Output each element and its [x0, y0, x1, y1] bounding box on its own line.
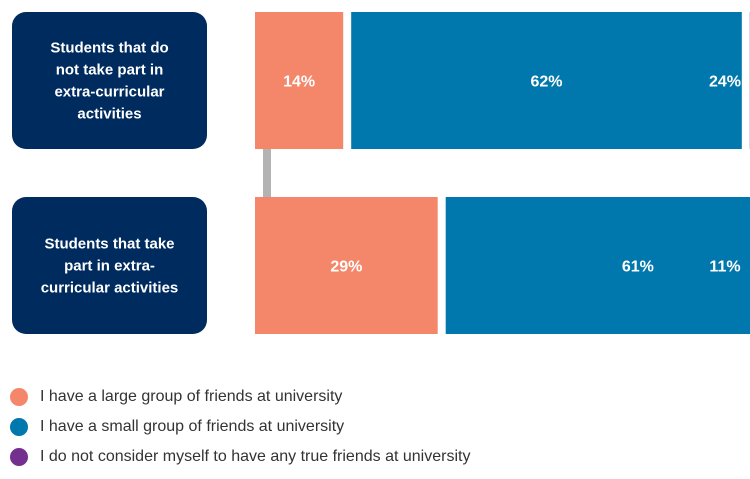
legend-label-small-group: I have a small group of friends at unive…: [40, 418, 345, 435]
legend-swatch-small-group: [10, 418, 28, 436]
bar-segment-1-0: [255, 197, 438, 334]
bar-value-label-1-1: 61%: [622, 259, 654, 276]
bar-value-label-0-2: 24%: [709, 74, 741, 91]
legend-item-large-group: I have a large group of friends at unive…: [10, 384, 470, 410]
legend-swatch-no-true-friends: [10, 448, 28, 466]
bar-value-label-1-0: 29%: [330, 259, 362, 276]
row-label-box-0: [12, 12, 207, 149]
legend-label-no-true-friends: I do not consider myself to have any tru…: [40, 448, 471, 465]
bar-segment-1-1: [445, 197, 750, 334]
bar-segment-0-1: [351, 12, 742, 149]
legend-swatch-large-group: [10, 388, 28, 406]
bar-value-label-0-1: 62%: [530, 74, 562, 91]
bar-value-label-0-0: 14%: [283, 74, 315, 91]
row-label-1: Students that take part in extra-curricul…: [41, 236, 179, 297]
stacked-bar-chart: Students that do not take part in extra-cu…: [12, 12, 750, 334]
legend: I have a large group of friends at unive…: [10, 384, 470, 474]
row-label-box-1: [12, 197, 207, 334]
legend-item-no-true-friends: I do not consider myself to have any tru…: [10, 444, 470, 470]
row-label-0: Students that do not take part in extra-cu…: [50, 40, 168, 123]
legend-item-small-group: I have a small group of friends at unive…: [10, 414, 470, 440]
bar-segment-0-0: [255, 12, 344, 149]
bar-value-label-1-2: 11%: [709, 259, 740, 276]
legend-label-large-group: I have a large group of friends at unive…: [40, 388, 343, 405]
row-connector: [263, 149, 271, 197]
